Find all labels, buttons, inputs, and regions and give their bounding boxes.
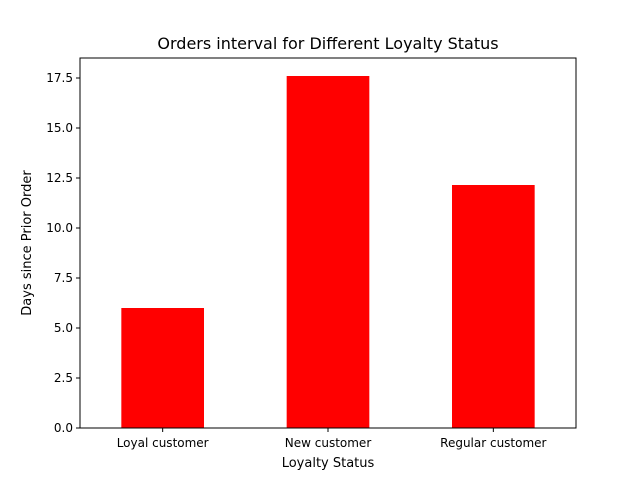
y-tick-label-4: 10.0 [46, 221, 73, 235]
y-tick-label-3: 7.5 [54, 271, 73, 285]
y-axis-ticks: 0.0 2.5 5.0 7.5 10.0 12.5 15.0 17.5 [46, 71, 80, 435]
y-tick-label-2: 5.0 [54, 321, 73, 335]
bar-loyal-customer [121, 308, 204, 428]
y-tick-label-1: 2.5 [54, 371, 73, 385]
y-tick-label-6: 15.0 [46, 121, 73, 135]
x-tick-label-regular-customer: Regular customer [440, 436, 546, 450]
x-axis-label: Loyalty Status [282, 456, 375, 471]
bar-new-customer [286, 76, 370, 428]
plot-frame [79, 57, 577, 429]
y-axis-label: Days since Prior Order [20, 170, 35, 316]
x-axis-ticks: Loyal customer New customer Regular custom… [117, 428, 547, 450]
bars-group [121, 76, 535, 428]
x-tick-label-new-customer: New customer [285, 436, 372, 450]
y-tick-label-5: 12.5 [46, 171, 73, 185]
x-tick-label-loyal-customer: Loyal customer [117, 436, 209, 450]
y-tick-label-7: 17.5 [46, 71, 73, 85]
bar-regular-customer [452, 185, 535, 428]
y-tick-label-0: 0.0 [54, 421, 73, 435]
chart-title: Orders interval for Different Loyalty St… [157, 34, 498, 53]
